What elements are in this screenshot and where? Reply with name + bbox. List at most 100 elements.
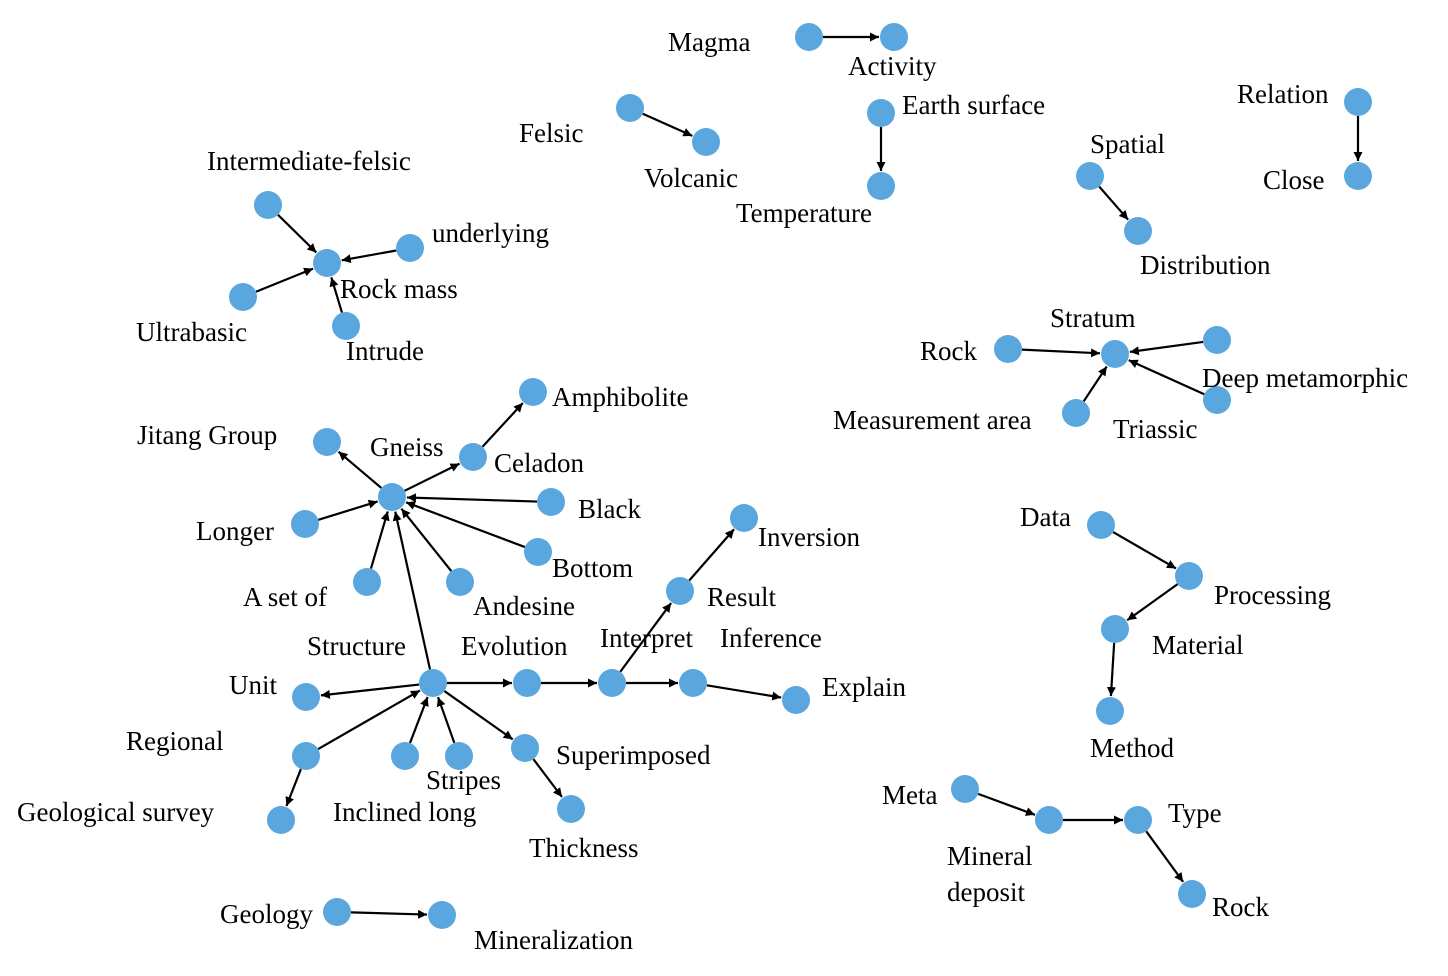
node-label-a-set-of: A set of	[243, 582, 327, 612]
edge-bottom-to-gneiss	[405, 501, 526, 549]
edge-type-to-rock2	[1145, 830, 1185, 883]
node-inference	[679, 669, 707, 697]
node-amphibolite	[519, 378, 547, 406]
node-rock1	[994, 335, 1022, 363]
node-explain	[782, 686, 810, 714]
node-andesine	[446, 568, 474, 596]
node-label-result: Result	[707, 582, 777, 612]
node-label-deep-metamorphic: Deep metamorphic	[1202, 363, 1408, 393]
node-label-stripes: Stripes	[426, 765, 501, 795]
edge-measurement-area-to-stratum	[1082, 365, 1108, 402]
edge-andesine-to-gneiss	[400, 508, 453, 572]
node-geology	[323, 898, 351, 926]
node-label-gneiss: Gneiss	[370, 432, 444, 462]
node-label-rock-mass: Rock mass	[340, 274, 458, 304]
node-thickness	[557, 795, 585, 823]
edge-rock1-to-stratum	[1021, 348, 1101, 358]
node-label-volcanic: Volcanic	[644, 163, 738, 193]
node-label-inversion: Inversion	[758, 522, 860, 552]
edge-black-to-gneiss	[406, 493, 538, 503]
node-label-explain: Explain	[822, 672, 906, 702]
node-result	[666, 577, 694, 605]
node-label-activity: Activity	[848, 51, 937, 81]
node-label-geology: Geology	[220, 899, 313, 929]
node-label-stratum: Stratum	[1050, 303, 1136, 333]
node-unlabeled-deep	[1203, 326, 1231, 354]
edge-unlabeled-deep-to-stratum	[1129, 340, 1204, 356]
edge-intrude-to-rock-mass	[329, 277, 344, 313]
node-label-jitang-group: Jitang Group	[137, 420, 277, 450]
node-celadon	[459, 443, 487, 471]
node-intermediate-felsic	[254, 191, 282, 219]
edge-inference-to-explain	[706, 684, 782, 701]
edges-layer	[255, 32, 1363, 919]
edge-gneiss-to-celadon	[404, 462, 461, 492]
node-black	[537, 488, 565, 516]
node-label-temperature: Temperature	[736, 198, 872, 228]
node-intrude	[332, 312, 360, 340]
node-label-evolution: Evolution	[461, 631, 568, 661]
node-stratum	[1101, 340, 1129, 368]
node-meta	[951, 775, 979, 803]
nodes-layer	[229, 23, 1372, 929]
node-label-rock2: Rock	[1212, 892, 1269, 922]
node-type	[1124, 806, 1152, 834]
edge-felsic-to-volcanic	[642, 112, 693, 137]
node-magma	[795, 23, 823, 51]
node-regional	[292, 742, 320, 770]
node-a-set-of	[353, 568, 381, 596]
node-method	[1096, 697, 1124, 725]
edge-inclined-long-to-structure	[408, 696, 429, 744]
node-underlying	[396, 234, 424, 262]
node-inversion	[730, 504, 758, 532]
node-label-bottom: Bottom	[552, 553, 633, 583]
node-rock2	[1178, 880, 1206, 908]
node-label-geological-survey: Geological survey	[17, 797, 215, 827]
node-label-triassic: Triassic	[1113, 414, 1198, 444]
node-label-measurement-area: Measurement area	[833, 405, 1032, 435]
node-volcanic	[692, 128, 720, 156]
node-label-meta: Meta	[882, 780, 937, 810]
node-superimposed	[511, 734, 539, 762]
node-material	[1101, 615, 1129, 643]
edge-underlying-to-rock-mass	[341, 249, 397, 264]
edge-processing-to-material	[1126, 583, 1179, 622]
node-label-type: Type	[1168, 798, 1222, 828]
edge-regional-to-geological-survey	[285, 768, 302, 807]
node-label-longer: Longer	[196, 516, 274, 546]
node-deep-metamorphic	[1203, 386, 1231, 414]
edge-structure-to-superimposed	[443, 690, 514, 741]
node-label-regional: Regional	[126, 726, 223, 756]
edge-structure-to-gneiss	[392, 511, 432, 670]
node-label-structure: Structure	[307, 631, 406, 661]
node-label-mineralization: Mineralization	[474, 925, 633, 955]
edge-gneiss-to-jitang-group	[337, 450, 383, 489]
node-unit	[292, 683, 320, 711]
node-label-underlying: underlying	[432, 218, 549, 248]
node-label-andesine: Andesine	[473, 591, 575, 621]
edge-geology-to-mineralization	[350, 909, 428, 919]
node-interpret	[598, 669, 626, 697]
node-activity	[880, 23, 908, 51]
edge-a-set-of-to-gneiss	[369, 511, 390, 569]
node-label-amphibolite: Amphibolite	[552, 382, 689, 412]
edge-celadon-to-amphibolite	[481, 402, 524, 448]
edge-spatial-to-distribution	[1098, 185, 1129, 221]
edge-regional-to-structure	[317, 689, 421, 750]
node-rock-mass	[313, 249, 341, 277]
node-ultrabasic	[229, 283, 257, 311]
node-distribution	[1124, 217, 1152, 245]
edge-superimposed-to-thickness	[532, 758, 563, 798]
node-relation	[1344, 88, 1372, 116]
node-label-interpret: Interpret	[600, 623, 693, 653]
node-label-close: Close	[1263, 165, 1325, 195]
node-label-method: Method	[1090, 733, 1174, 763]
node-structure	[419, 669, 447, 697]
labels-layer: Magma Activity Felsic Volcanic Earth surface…	[17, 27, 1408, 955]
node-label-inclined-long: Inclined long	[333, 797, 476, 827]
node-jitang-group	[313, 428, 341, 456]
edge-interpret-to-result	[619, 602, 672, 673]
node-label-mineral-deposit: Mineral deposit	[947, 841, 1032, 907]
node-label-ultrabasic: Ultrabasic	[136, 317, 247, 347]
node-close	[1344, 162, 1372, 190]
